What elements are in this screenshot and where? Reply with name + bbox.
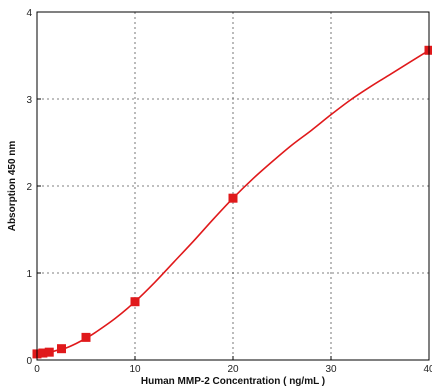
data-point-marker: [228, 193, 238, 203]
fit-curve-line: [36, 49, 430, 355]
y-tick-label: 1: [26, 269, 32, 280]
data-point-marker: [81, 332, 91, 342]
x-tick-label: 10: [129, 364, 141, 375]
y-tick-label: 4: [26, 8, 32, 19]
y-tick-label: 2: [26, 182, 32, 193]
fit-curve-layer: [36, 49, 430, 355]
y-tick-label: 3: [26, 95, 32, 106]
y-axis-ticks: 0 1 2 3 4: [26, 8, 41, 367]
data-point-marker: [130, 297, 140, 307]
x-tick-label: 0: [34, 364, 40, 375]
x-tick-label: 20: [227, 364, 239, 375]
x-tick-label: 30: [325, 364, 337, 375]
y-tick-label: 0: [26, 356, 32, 367]
x-axis-ticks: 0 10 20 30 40: [34, 356, 432, 375]
data-point-marker: [424, 45, 432, 55]
data-point-marker: [38, 348, 48, 358]
y-axis-title: Absorption 450 nm: [7, 141, 18, 232]
data-point-marker: [57, 344, 66, 354]
data-point-marker: [44, 347, 54, 357]
x-axis-title: Human MMP-2 Concentration ( ng/mL ): [141, 376, 325, 387]
x-tick-label: 40: [423, 364, 432, 375]
